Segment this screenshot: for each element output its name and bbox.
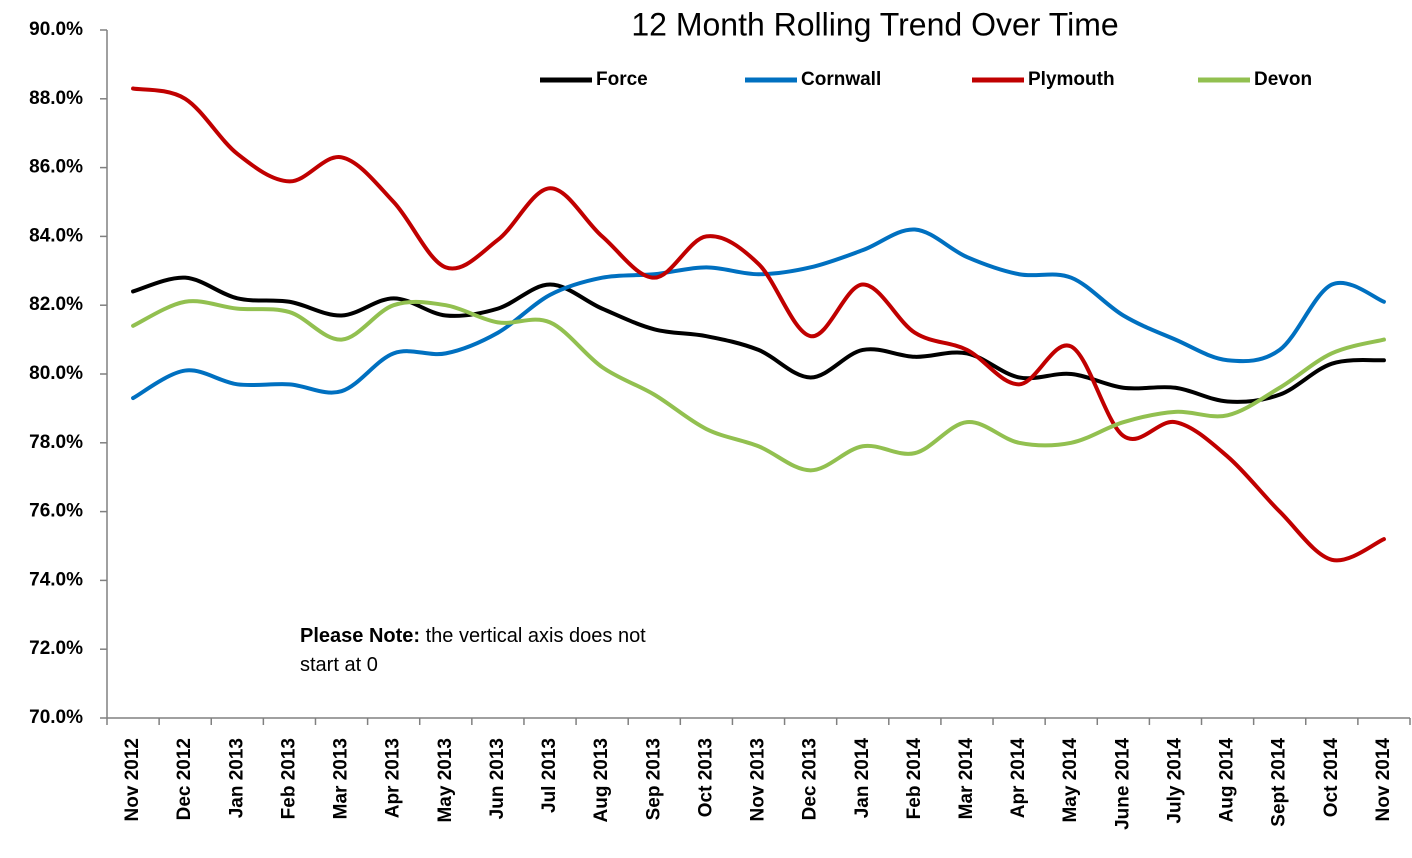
x-tick-label: Nov 2014 — [1373, 738, 1394, 822]
y-tick-label: 76.0% — [29, 501, 83, 522]
series-line — [131, 299, 1386, 473]
x-tick-label: July 2014 — [1164, 738, 1185, 824]
y-tick-label: 84.0% — [29, 225, 83, 246]
x-tick-label: May 2013 — [435, 738, 456, 823]
x-tick-label: Sept 2014 — [1269, 738, 1290, 827]
x-tick-label: Oct 2013 — [695, 738, 716, 817]
chart-title: 12 Month Rolling Trend Over Time — [631, 6, 1118, 42]
x-tick-label: Aug 2013 — [591, 738, 612, 822]
y-tick-label: 74.0% — [29, 569, 83, 590]
x-tick-label: May 2014 — [1060, 738, 1081, 823]
x-tick-label: Mar 2014 — [956, 738, 977, 820]
series-line — [131, 227, 1386, 401]
x-tick-label: Nov 2013 — [748, 738, 769, 821]
y-tick-label: 78.0% — [29, 432, 83, 453]
x-tick-label: Apr 2013 — [383, 738, 404, 818]
legend-label: Plymouth — [1028, 69, 1115, 90]
y-tick-label: 86.0% — [29, 157, 83, 178]
legend-label: Force — [596, 69, 648, 90]
x-tick-label: Dec 2013 — [800, 738, 821, 820]
x-tick-label: Mar 2013 — [331, 738, 352, 819]
legend-label: Cornwall — [801, 69, 881, 90]
x-tick-label: June 2014 — [1112, 738, 1133, 830]
annotation: Please Note: the vertical axis does not … — [300, 622, 680, 680]
legend-label: Devon — [1254, 69, 1312, 90]
x-tick-label: Nov 2012 — [122, 738, 143, 821]
y-tick-label: 88.0% — [29, 88, 83, 109]
y-tick-label: 70.0% — [29, 707, 83, 728]
x-tick-label: Dec 2012 — [174, 738, 195, 820]
x-tick-label: Feb 2014 — [904, 738, 925, 820]
y-tick-label: 72.0% — [29, 638, 83, 659]
annotation-text: the vertical axis does not start at 0 — [300, 625, 646, 676]
annotation-bold: Please Note: — [300, 625, 421, 647]
y-tick-label: 90.0% — [29, 19, 83, 40]
y-tick-label: 80.0% — [29, 363, 83, 384]
y-tick-label: 82.0% — [29, 294, 83, 315]
x-tick-label: Jan 2014 — [852, 738, 873, 819]
x-tick-label: Feb 2013 — [278, 738, 299, 819]
x-tick-label: Oct 2014 — [1321, 738, 1342, 818]
series-line — [131, 275, 1386, 404]
x-tick-label: Apr 2014 — [1008, 738, 1029, 819]
series-line — [131, 86, 1386, 563]
x-tick-label: Jul 2013 — [539, 738, 560, 813]
x-tick-label: Jan 2013 — [226, 738, 247, 818]
x-tick-label: Sep 2013 — [643, 738, 664, 820]
x-tick-label: Jun 2013 — [487, 738, 508, 819]
x-tick-label: Aug 2014 — [1217, 738, 1238, 823]
